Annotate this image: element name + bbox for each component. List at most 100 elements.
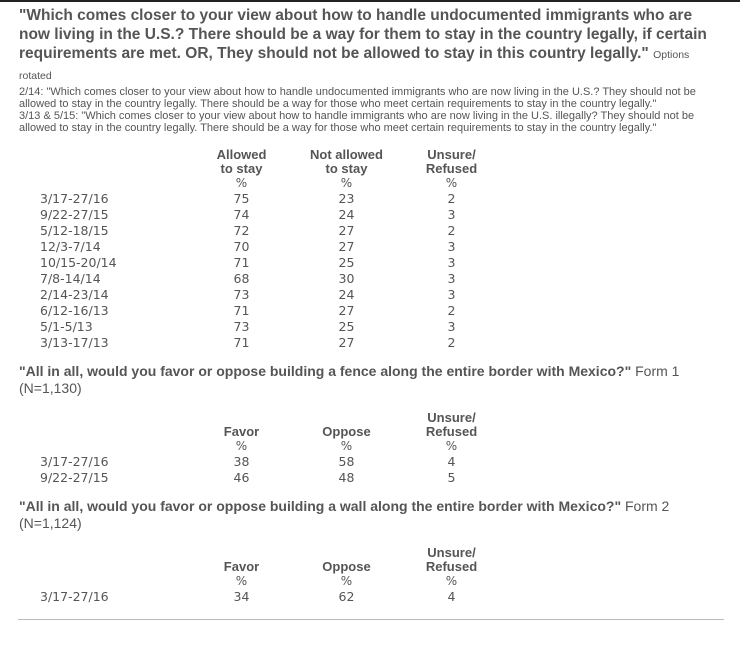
cell-value: 75 — [233, 191, 250, 206]
question-2-suffix: Form 1 (N=1,130) — [19, 363, 680, 396]
cell-value: 48 — [338, 470, 355, 485]
column-header: Allowed to stay — [216, 147, 267, 176]
row-date: 3/17-27/16 — [40, 191, 109, 206]
table-row: 9/22-27/15 46 48 5 — [40, 470, 504, 486]
cell-value: 2 — [447, 335, 456, 350]
cell-value: 3 — [447, 239, 456, 254]
cell-value: 68 — [233, 271, 250, 286]
cell-value: 27 — [338, 335, 355, 350]
cell-value: 73 — [233, 287, 250, 302]
table-row: 9/22-27/15 74 24 3 — [40, 207, 504, 223]
cell-value: 25 — [338, 319, 355, 334]
question-3-suffix: Form 2 (N=1,124) — [19, 498, 670, 531]
unit-label: % — [235, 574, 248, 588]
unit-label: % — [445, 439, 458, 453]
row-date: 10/15-20/14 — [40, 255, 117, 270]
cell-value: 4 — [447, 589, 456, 604]
question-1-text: "Which comes closer to your view about h… — [19, 7, 707, 62]
table-row: 2/14-23/14 73 24 3 — [40, 287, 504, 303]
table-row: 12/3-7/14 70 27 3 — [40, 239, 504, 255]
cell-value: 62 — [338, 589, 355, 604]
cell-value: 3 — [447, 287, 456, 302]
row-date: 9/22-27/15 — [40, 207, 109, 222]
table-row: 6/12-16/13 71 27 2 — [40, 303, 504, 319]
table-row: 3/17-27/16 34 62 4 — [40, 589, 504, 605]
question-3: "All in all, would you favor or oppose b… — [19, 498, 724, 532]
cell-value: 58 — [338, 454, 355, 469]
cell-value: 25 — [338, 255, 355, 270]
row-date: 3/13-17/13 — [40, 335, 109, 350]
cell-value: 46 — [233, 470, 250, 485]
table-row: 5/1-5/13 73 25 3 — [40, 319, 504, 335]
cell-value: 70 — [233, 239, 250, 254]
cell-value: 3 — [447, 207, 456, 222]
unit-label: % — [445, 574, 458, 588]
row-date: 6/12-16/13 — [40, 303, 109, 318]
cell-value: 2 — [447, 191, 456, 206]
question-2-text: "All in all, would you favor or oppose b… — [19, 363, 632, 379]
column-header: Unsure/Refused — [425, 410, 478, 439]
cell-value: 24 — [338, 207, 355, 222]
question-1-note-1: 2/14: "Which comes closer to your view a… — [19, 86, 696, 110]
row-date: 12/3-7/14 — [40, 239, 101, 254]
row-date: 3/17-27/16 — [40, 454, 109, 469]
cell-value: 5 — [447, 470, 456, 485]
unit-row: %%% — [40, 439, 504, 454]
row-date: 2/14-23/14 — [40, 287, 109, 302]
cell-value: 27 — [338, 303, 355, 318]
cell-value: 27 — [338, 223, 355, 238]
cell-value: 4 — [447, 454, 456, 469]
question-1-note-2: 3/13 & 5/15: "Which comes closer to your… — [19, 110, 695, 134]
table-row: 5/12-18/15 72 27 2 — [40, 223, 504, 239]
table-row: 7/8-14/14 68 30 3 — [40, 271, 504, 287]
header-row: Allowed to stay Not allowed to stay Unsure/R… — [40, 148, 504, 176]
cell-value: 3 — [447, 255, 456, 270]
question-2: "All in all, would you favor or oppose b… — [19, 363, 724, 397]
question-1-suffix: Options rotated — [19, 49, 690, 82]
table-2: Favor Oppose Unsure/Refused%%% 3/17-27/16 38… — [40, 411, 504, 486]
question-1: "Which comes closer to your view about h… — [19, 6, 724, 134]
row-date: 7/8-14/14 — [40, 271, 101, 286]
cell-value: 34 — [233, 589, 250, 604]
divider — [18, 619, 724, 620]
row-date: 9/22-27/15 — [40, 470, 109, 485]
cell-value: 30 — [338, 271, 355, 286]
table-row: 10/15-20/14 71 25 3 — [40, 255, 504, 271]
header-row: Favor Oppose Unsure/Refused — [40, 411, 504, 439]
cell-value: 71 — [233, 335, 250, 350]
unit-label: % — [340, 176, 353, 190]
unit-label: % — [340, 574, 353, 588]
table-1: Allowed to stay Not allowed to stay Unsure/R… — [40, 148, 504, 351]
column-header: Unsure/Refused — [425, 545, 478, 574]
content: "Which comes closer to your view about h… — [0, 2, 740, 630]
header-row: Favor Oppose Unsure/Refused — [40, 546, 504, 574]
cell-value: 2 — [447, 303, 456, 318]
table-row: 3/13-17/13 71 27 2 — [40, 335, 504, 351]
header-spacer — [40, 148, 189, 176]
cell-value: 23 — [338, 191, 355, 206]
unit-row: %%% — [40, 574, 504, 589]
cell-value: 71 — [233, 303, 250, 318]
unit-spacer — [40, 574, 189, 589]
table-3: Favor Oppose Unsure/Refused%%% 3/17-27/16 34… — [40, 546, 504, 605]
cell-value: 38 — [233, 454, 250, 469]
unit-label: % — [340, 439, 353, 453]
question-3-text: "All in all, would you favor or oppose b… — [19, 498, 622, 514]
table-row: 3/17-27/16 38 58 4 — [40, 454, 504, 470]
cell-value: 27 — [338, 239, 355, 254]
column-header: Favor — [223, 559, 260, 574]
unit-spacer — [40, 439, 189, 454]
header-spacer — [40, 546, 189, 574]
header-spacer — [40, 411, 189, 439]
unit-label: % — [235, 439, 248, 453]
cell-value: 3 — [447, 271, 456, 286]
cell-value: 72 — [233, 223, 250, 238]
unit-spacer — [40, 176, 189, 191]
row-date: 3/17-27/16 — [40, 589, 109, 604]
column-header: Favor — [223, 424, 260, 439]
table-row: 3/17-27/16 75 23 2 — [40, 191, 504, 207]
cell-value: 73 — [233, 319, 250, 334]
cell-value: 74 — [233, 207, 250, 222]
cell-value: 24 — [338, 287, 355, 302]
column-header: Oppose — [322, 559, 371, 574]
